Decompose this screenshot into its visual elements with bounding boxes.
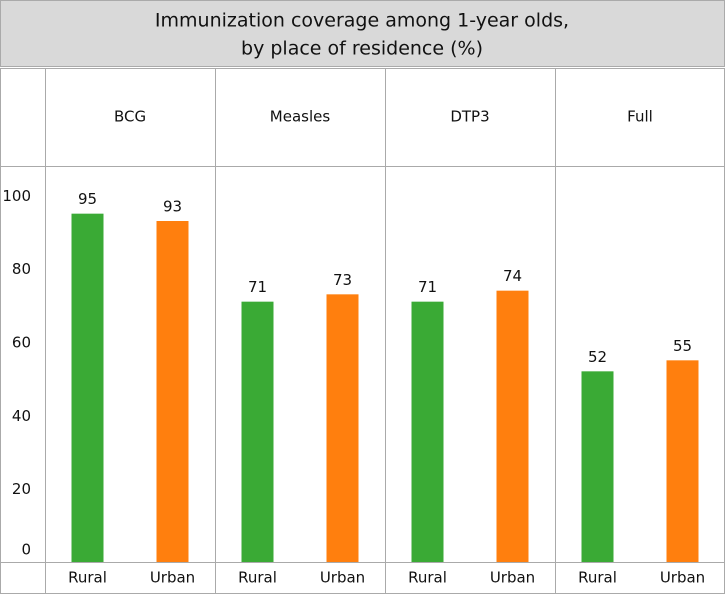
data-label: 55 — [673, 337, 692, 355]
bar — [581, 371, 614, 562]
x-tick-label: Urban — [320, 569, 365, 587]
bar — [496, 290, 529, 562]
chart-title: Immunization coverage among 1-year olds, — [155, 10, 569, 32]
data-label: 71 — [248, 278, 267, 296]
data-label: 71 — [418, 278, 437, 296]
data-label: 52 — [588, 348, 607, 366]
plot-frame — [0, 68, 725, 594]
x-tick-label: Urban — [150, 569, 195, 587]
y-tick-label: 100 — [2, 187, 31, 205]
bar — [241, 301, 274, 562]
panel-label: BCG — [114, 108, 146, 126]
x-tick-label: Rural — [68, 569, 107, 587]
x-tick-label: Rural — [408, 569, 447, 587]
title-band — [0, 0, 725, 67]
bar — [71, 213, 104, 562]
y-tick-label: 60 — [12, 334, 31, 352]
y-tick-label: 0 — [21, 541, 31, 559]
bar — [411, 301, 444, 562]
data-label: 93 — [163, 198, 182, 216]
panel-label: Full — [627, 108, 653, 126]
panel-label: DTP3 — [450, 108, 489, 126]
data-label: 95 — [78, 190, 97, 208]
bar — [156, 221, 189, 562]
data-label: 73 — [333, 271, 352, 289]
x-tick-label: Rural — [238, 569, 277, 587]
data-label: 74 — [503, 267, 522, 285]
y-tick-label: 80 — [12, 260, 31, 278]
chart-title: by place of residence (%) — [241, 38, 483, 60]
x-tick-label: Urban — [490, 569, 535, 587]
x-tick-label: Rural — [578, 569, 617, 587]
panel-label: Measles — [270, 108, 331, 126]
x-tick-label: Urban — [660, 569, 705, 587]
y-tick-label: 40 — [12, 407, 31, 425]
bar — [326, 294, 359, 562]
y-tick-label: 20 — [12, 480, 31, 498]
bar — [666, 360, 699, 562]
